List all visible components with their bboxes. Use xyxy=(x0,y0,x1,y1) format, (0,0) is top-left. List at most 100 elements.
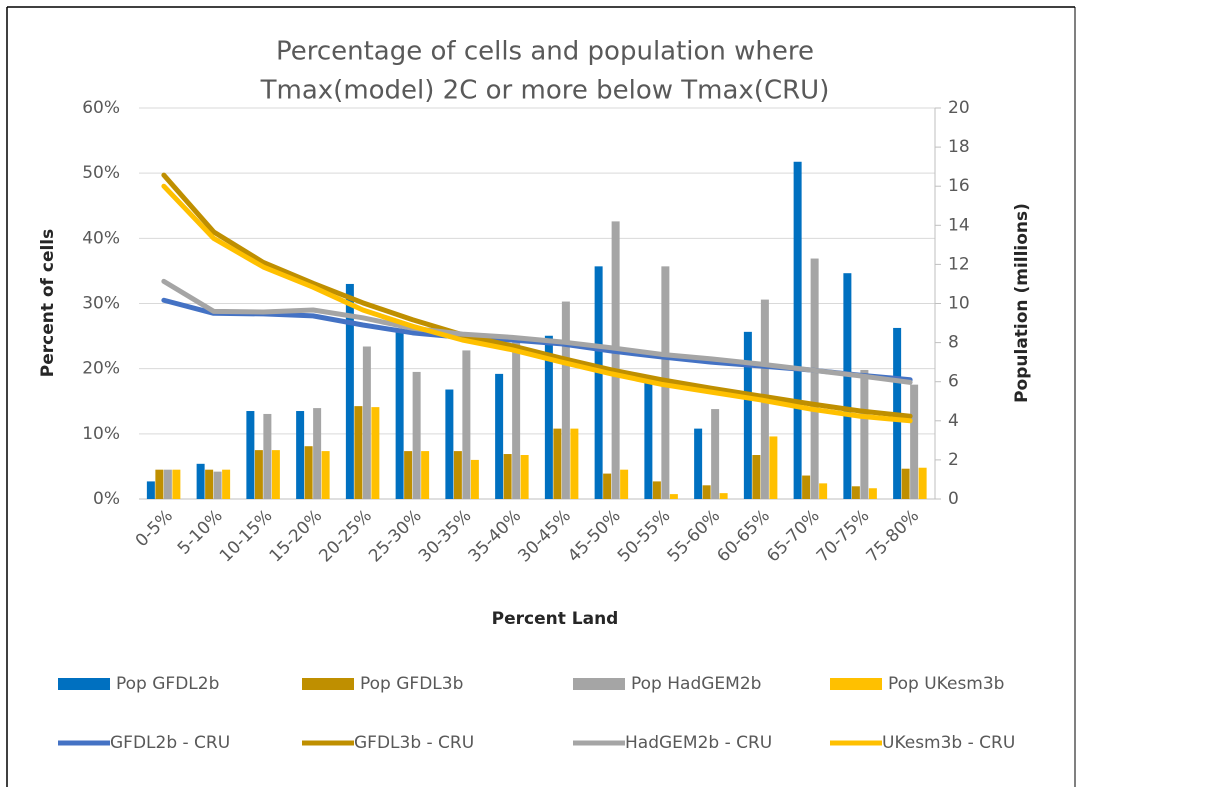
y2-tick-label: 18 xyxy=(948,137,970,157)
bar xyxy=(404,451,413,499)
bar xyxy=(694,428,703,499)
legend-label: Pop GFDL2b xyxy=(116,674,219,694)
legend-label: UKesm3b - CRU xyxy=(882,733,1015,753)
bar xyxy=(553,428,562,499)
bar xyxy=(254,450,263,499)
chart-title: Tmax(model) 2C or more below Tmax(CRU) xyxy=(260,76,830,106)
y-tick-label: 60% xyxy=(82,98,120,118)
bar xyxy=(345,283,354,499)
bar xyxy=(263,413,272,499)
y-tick-label: 0% xyxy=(93,489,120,509)
bar xyxy=(213,471,222,499)
bar xyxy=(819,483,828,499)
bar xyxy=(743,331,752,499)
bar xyxy=(570,428,579,499)
bar xyxy=(769,436,778,499)
y2-tick-label: 20 xyxy=(948,98,970,118)
bar xyxy=(594,266,603,499)
bar xyxy=(362,346,371,499)
bar xyxy=(910,384,919,499)
bar xyxy=(470,459,479,499)
legend-label: GFDL3b - CRU xyxy=(354,733,474,753)
line xyxy=(161,183,913,424)
bar xyxy=(620,469,629,499)
y-tick-label: 40% xyxy=(82,228,120,248)
y2-tick-label: 6 xyxy=(948,372,959,392)
bar xyxy=(146,481,155,499)
bar xyxy=(445,389,454,499)
y2-tick-label: 8 xyxy=(948,333,959,353)
bar xyxy=(711,409,720,499)
line xyxy=(161,172,913,419)
y-axis-title: Percent of cells xyxy=(38,229,58,378)
bar xyxy=(652,481,661,499)
x-tick-label: 50-55% xyxy=(614,506,675,567)
x-axis-title: Percent Land xyxy=(492,609,619,629)
bar xyxy=(702,485,711,499)
legend-swatch xyxy=(302,678,354,690)
x-tick-label: 15-20% xyxy=(266,506,327,567)
bar xyxy=(421,451,430,499)
x-tick-label: 10-15% xyxy=(216,506,277,567)
bar xyxy=(868,488,877,499)
bar xyxy=(611,221,620,499)
legend-label: Pop HadGEM2b xyxy=(631,674,761,694)
bar xyxy=(561,301,570,499)
bar xyxy=(644,381,653,499)
x-tick-label: 55-60% xyxy=(664,506,725,567)
bar xyxy=(462,350,471,499)
bar xyxy=(503,454,512,499)
legend-swatch xyxy=(830,678,882,690)
y2-tick-label: 10 xyxy=(948,294,970,314)
bar xyxy=(296,411,305,499)
bar xyxy=(271,450,280,499)
line xyxy=(161,278,913,385)
bar xyxy=(222,469,231,499)
x-tick-label: 45-50% xyxy=(564,506,625,567)
bar xyxy=(313,408,322,499)
chart-title: Percentage of cells and population where xyxy=(276,37,814,67)
legend-label: Pop UKesm3b xyxy=(888,674,1004,694)
bar xyxy=(395,328,404,499)
y2-axis-title: Population (millions) xyxy=(1012,203,1032,403)
bar xyxy=(603,473,612,499)
bar xyxy=(669,494,678,499)
y2-tick-label: 4 xyxy=(948,411,959,431)
legend-swatch xyxy=(58,678,110,690)
bar xyxy=(453,451,462,499)
bar xyxy=(851,486,860,499)
x-tick-label: 30-35% xyxy=(415,506,476,567)
bar xyxy=(793,161,802,499)
y-tick-label: 20% xyxy=(82,359,120,379)
x-tick-label: 70-75% xyxy=(813,506,874,567)
bar xyxy=(196,463,205,499)
legend-swatch xyxy=(573,678,625,690)
bar xyxy=(172,469,181,499)
bar xyxy=(860,369,869,499)
x-tick-label: 60-65% xyxy=(713,506,774,567)
x-tick-label: 75-80% xyxy=(863,506,924,567)
y-tick-label: 30% xyxy=(82,294,120,314)
bar xyxy=(802,475,811,499)
x-tick-label: 0-5% xyxy=(132,506,177,551)
bar xyxy=(719,493,728,499)
bar xyxy=(901,468,910,499)
x-tick-label: 25-30% xyxy=(365,506,426,567)
bar xyxy=(321,451,330,499)
x-tick-label: 35-40% xyxy=(465,506,526,567)
legend-label: HadGEM2b - CRU xyxy=(625,733,772,753)
bar xyxy=(412,371,421,499)
y2-tick-label: 2 xyxy=(948,450,959,470)
y2-tick-label: 14 xyxy=(948,215,970,235)
bar xyxy=(163,469,172,499)
y2-tick-label: 12 xyxy=(948,254,970,274)
bar xyxy=(752,455,761,499)
bar xyxy=(371,407,380,499)
y-tick-label: 10% xyxy=(82,424,120,444)
x-tick-label: 65-70% xyxy=(763,506,824,567)
x-tick-label: 20-25% xyxy=(315,506,376,567)
bar xyxy=(843,273,852,499)
bar xyxy=(512,342,521,499)
bar xyxy=(205,469,214,499)
